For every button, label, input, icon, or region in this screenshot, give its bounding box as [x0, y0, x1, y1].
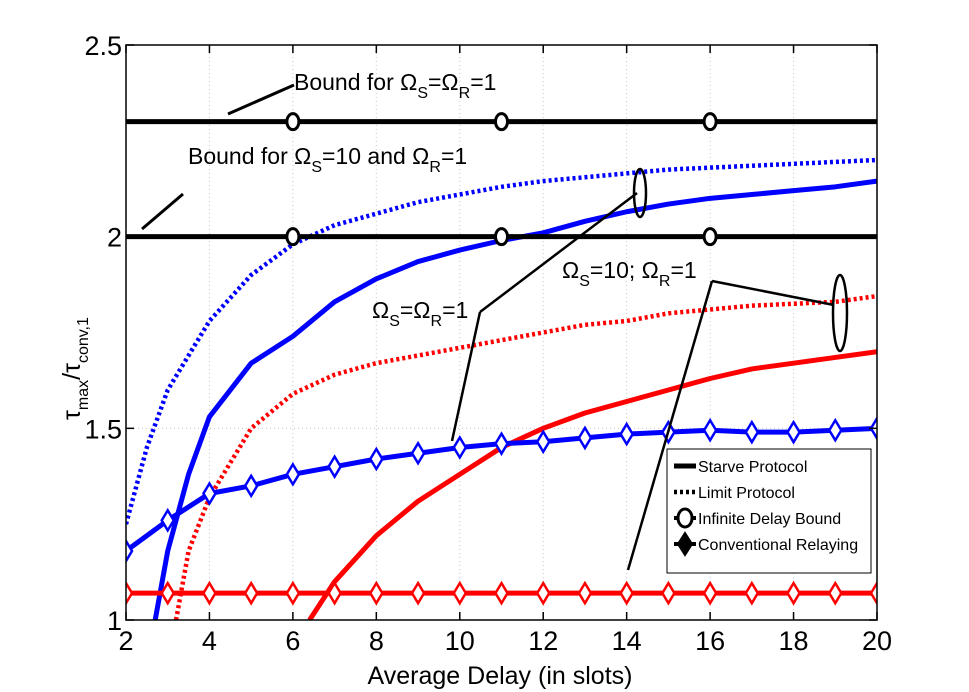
diamond-marker: [201, 481, 217, 506]
group1-label: ΩS=ΩR=1: [372, 297, 468, 330]
diamond-marker: [869, 580, 877, 606]
y-tick-label: 1: [107, 606, 122, 636]
series-line: [152, 178, 877, 620]
legend-box: [666, 448, 872, 574]
legend-label: Conventional Relaying: [698, 537, 858, 554]
x-tick-label: 4: [202, 626, 217, 656]
x-tick-label: 6: [285, 626, 300, 656]
series-0: [152, 178, 877, 620]
diamond-marker: [126, 580, 134, 606]
circle-marker: [285, 112, 301, 132]
diamond-marker: [368, 580, 384, 606]
bound2-label: Bound for ΩS=10 and ΩR=1: [188, 143, 467, 176]
bound1-label: Bound for ΩS=ΩR=1: [294, 69, 496, 102]
diamond-marker: [160, 507, 176, 533]
x-tick-label: 18: [779, 626, 809, 656]
x-tick-label: 20: [862, 626, 892, 656]
diamond-marker: [660, 580, 676, 606]
diamond-marker: [410, 580, 426, 606]
diamond-marker: [577, 580, 593, 606]
y-axis-label: τmax/τconv,1: [58, 317, 92, 420]
group2-arrow-b: [626, 280, 714, 571]
series-layer: [126, 112, 877, 620]
group1-arrow-a: [479, 192, 638, 313]
diamond-marker: [368, 446, 384, 472]
circle-marker: [702, 112, 718, 132]
axes-layer: 2 4 6 8 10 12 14 16 18 20 1 1.5 2 2.5: [84, 31, 892, 656]
group2-label: ΩS=10; ΩR=1: [562, 257, 697, 290]
series-5: [126, 580, 877, 606]
x-tick-label: 8: [369, 626, 384, 656]
y-tick-label: 2.5: [84, 31, 122, 61]
diamond-marker: [452, 580, 468, 606]
diamond-marker: [744, 419, 760, 445]
legend-swatch-bound-marker: [676, 507, 694, 529]
x-tick-label: 10: [445, 626, 475, 656]
diamond-marker: [702, 580, 718, 606]
series-2: [307, 349, 877, 620]
x-axis-label: Average Delay (in slots): [368, 662, 633, 690]
circle-marker: [285, 227, 301, 247]
series-7: [126, 227, 877, 247]
diamond-marker: [126, 538, 134, 564]
plot-frame: [125, 44, 878, 621]
group1-ellipse: [632, 167, 648, 219]
legend-label: Limit Protocol: [698, 485, 795, 502]
diamond-marker: [285, 461, 301, 487]
circle-marker: [702, 227, 718, 247]
x-tick-label: 2: [118, 626, 133, 656]
diamond-marker: [827, 417, 843, 443]
diamond-marker: [327, 454, 343, 480]
diamond-marker: [285, 580, 301, 606]
diamond-marker: [744, 580, 760, 606]
diamond-marker: [827, 580, 843, 606]
diamond-marker: [201, 580, 217, 606]
diamond-marker: [535, 429, 551, 455]
diamond-marker: [494, 431, 509, 457]
diamond-marker: [786, 580, 802, 606]
diamond-marker: [494, 580, 509, 606]
bound1-arrow: [227, 83, 295, 116]
diamond-marker: [619, 580, 635, 606]
annotation-layer: Bound for ΩS=ΩR=1 Bound for ΩS=10 and ΩR…: [141, 69, 849, 571]
diamond-marker: [702, 417, 718, 443]
diamond-marker: [577, 425, 593, 451]
group2-arrow-a: [711, 279, 835, 307]
bound2-arrow: [141, 192, 184, 231]
group2-ellipse: [831, 273, 849, 353]
legend-label: Starve Protocol: [698, 459, 807, 476]
circle-marker: [494, 227, 509, 247]
x-tick-label: 12: [528, 626, 558, 656]
y-tick-label: 2: [107, 223, 122, 253]
diamond-marker: [452, 435, 468, 460]
group1-arrow-b: [450, 311, 482, 442]
diamond-marker: [160, 580, 176, 606]
legend: Starve Protocol Limit Protocol Infinite De…: [666, 448, 872, 574]
diamond-marker: [410, 440, 426, 466]
diamond-marker: [243, 580, 259, 606]
x-tick-label: 16: [695, 626, 725, 656]
series-4: [126, 415, 877, 564]
diamond-marker: [243, 473, 259, 499]
x-tick-label: 14: [612, 626, 642, 656]
diamond-marker: [786, 419, 802, 445]
series-6: [126, 112, 877, 132]
y-tick-label: 1.5: [84, 414, 122, 444]
diamond-marker: [535, 580, 551, 606]
circle-marker: [494, 112, 509, 132]
legend-swatch-conv-marker: [676, 531, 694, 557]
diamond-marker: [619, 421, 635, 447]
series-line: [307, 349, 877, 620]
diamond-marker: [327, 580, 343, 606]
legend-label: Infinite Delay Bound: [698, 511, 841, 528]
